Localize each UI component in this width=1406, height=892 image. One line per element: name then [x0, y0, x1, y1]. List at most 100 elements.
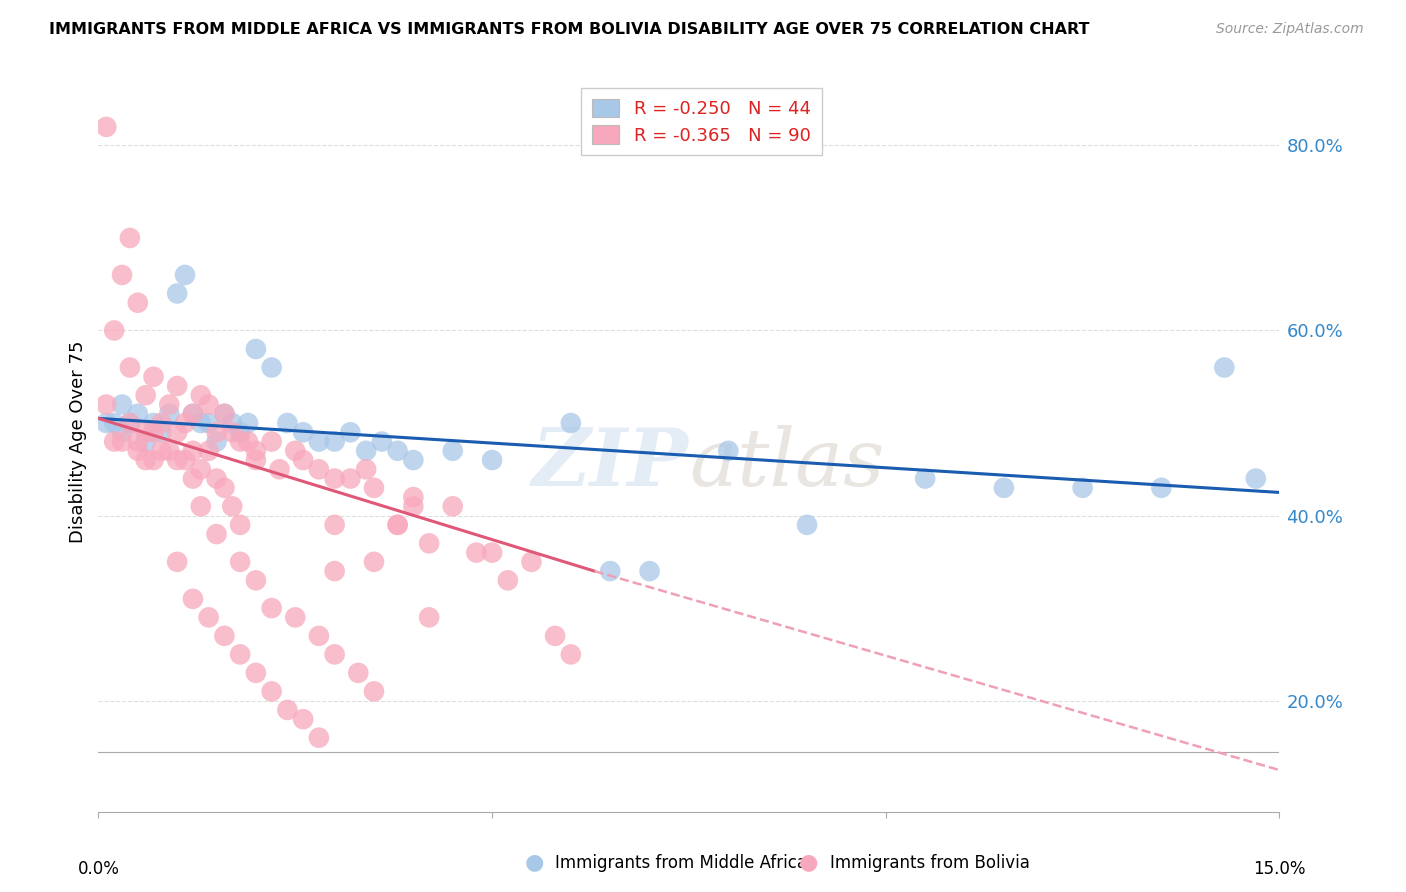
- Text: 0.0%: 0.0%: [77, 860, 120, 878]
- Point: [111, 425, 134, 440]
- Point: [347, 665, 370, 680]
- Point: [135, 388, 157, 402]
- Point: [292, 453, 315, 467]
- Text: Immigrants from Bolivia: Immigrants from Bolivia: [830, 855, 1029, 872]
- Point: [354, 443, 377, 458]
- Point: [481, 546, 503, 560]
- Point: [292, 425, 315, 440]
- Point: [135, 425, 157, 440]
- Point: [214, 407, 236, 421]
- Point: [96, 398, 118, 412]
- Point: [520, 555, 543, 569]
- Point: [181, 407, 204, 421]
- Y-axis label: Disability Age Over 75: Disability Age Over 75: [69, 340, 87, 543]
- Point: [402, 453, 425, 467]
- Point: [245, 443, 267, 458]
- Point: [142, 369, 165, 384]
- Point: [166, 425, 188, 440]
- Point: [363, 555, 385, 569]
- Point: [96, 416, 118, 430]
- Point: [418, 536, 440, 550]
- Point: [118, 416, 141, 430]
- Point: [276, 416, 298, 430]
- Point: [387, 517, 409, 532]
- Point: [181, 443, 204, 458]
- Point: [181, 471, 204, 485]
- Point: [308, 731, 330, 745]
- Point: [993, 481, 1015, 495]
- Point: [214, 629, 236, 643]
- Point: [190, 388, 212, 402]
- Point: [560, 648, 582, 662]
- Point: [284, 443, 307, 458]
- Point: [292, 712, 315, 726]
- Point: [441, 500, 464, 514]
- Point: [205, 527, 228, 541]
- Point: [387, 443, 409, 458]
- Point: [323, 648, 346, 662]
- Point: [150, 425, 173, 440]
- Point: [127, 443, 149, 458]
- Point: [214, 481, 236, 495]
- Point: [339, 425, 361, 440]
- Point: [166, 555, 188, 569]
- Point: [190, 462, 212, 476]
- Point: [1213, 360, 1236, 375]
- Point: [197, 443, 219, 458]
- Point: [354, 462, 377, 476]
- Point: [1244, 471, 1267, 485]
- Point: [221, 425, 243, 440]
- Point: [308, 629, 330, 643]
- Text: 15.0%: 15.0%: [1253, 860, 1306, 878]
- Point: [308, 462, 330, 476]
- Point: [142, 425, 165, 440]
- Point: [323, 564, 346, 578]
- Point: [111, 268, 134, 282]
- Point: [236, 416, 259, 430]
- Point: [284, 610, 307, 624]
- Point: [260, 601, 283, 615]
- Point: [363, 481, 385, 495]
- Point: [599, 564, 621, 578]
- Text: ●: ●: [524, 853, 544, 872]
- Legend: R = -0.250   N = 44, R = -0.365   N = 90: R = -0.250 N = 44, R = -0.365 N = 90: [582, 87, 821, 155]
- Point: [236, 434, 259, 449]
- Point: [245, 453, 267, 467]
- Point: [260, 684, 283, 698]
- Point: [118, 416, 141, 430]
- Point: [205, 471, 228, 485]
- Point: [127, 295, 149, 310]
- Text: IMMIGRANTS FROM MIDDLE AFRICA VS IMMIGRANTS FROM BOLIVIA DISABILITY AGE OVER 75 : IMMIGRANTS FROM MIDDLE AFRICA VS IMMIGRA…: [49, 22, 1090, 37]
- Text: Source: ZipAtlas.com: Source: ZipAtlas.com: [1216, 22, 1364, 37]
- Point: [96, 120, 118, 134]
- Point: [174, 453, 197, 467]
- Point: [103, 324, 125, 338]
- Text: atlas: atlas: [689, 425, 884, 502]
- Point: [205, 434, 228, 449]
- Point: [214, 407, 236, 421]
- Point: [118, 231, 141, 245]
- Point: [276, 703, 298, 717]
- Point: [127, 434, 149, 449]
- Point: [914, 471, 936, 485]
- Point: [127, 407, 149, 421]
- Point: [229, 434, 252, 449]
- Point: [441, 443, 464, 458]
- Point: [103, 434, 125, 449]
- Point: [402, 500, 425, 514]
- Point: [229, 648, 252, 662]
- Point: [103, 416, 125, 430]
- Point: [638, 564, 661, 578]
- Text: Immigrants from Middle Africa: Immigrants from Middle Africa: [555, 855, 807, 872]
- Point: [197, 610, 219, 624]
- Point: [157, 407, 180, 421]
- Point: [142, 416, 165, 430]
- Point: [190, 416, 212, 430]
- Point: [181, 407, 204, 421]
- Point: [339, 471, 361, 485]
- Point: [363, 684, 385, 698]
- Point: [229, 555, 252, 569]
- Point: [111, 398, 134, 412]
- Point: [796, 517, 818, 532]
- Point: [197, 416, 219, 430]
